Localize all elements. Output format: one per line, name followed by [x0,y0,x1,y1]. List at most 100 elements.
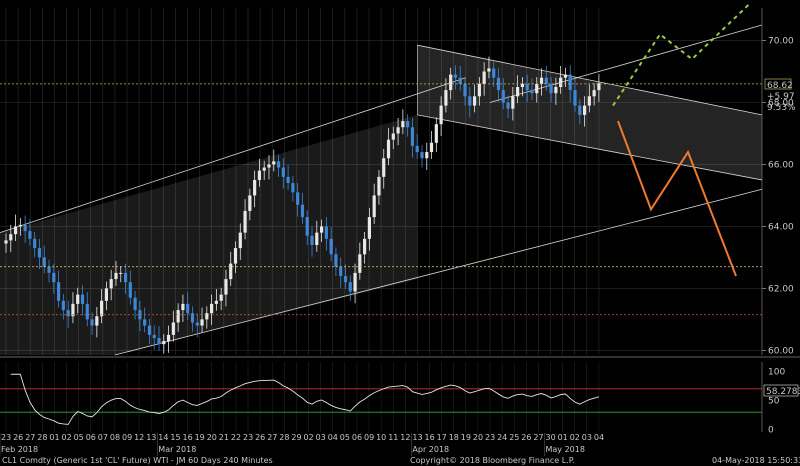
candle-body [549,83,553,94]
candle-body [28,231,32,239]
rsi-panel: 0 50 100 [0,356,800,436]
candle-body [348,282,352,292]
candle-body [281,167,285,177]
candle-body [592,90,596,97]
candle-body [582,105,587,115]
candle-body [324,226,328,239]
candle-body [429,142,434,153]
candle-body [449,74,453,91]
date-tick-label: 27 [533,433,543,442]
date-tick-label: 19 [195,433,205,442]
candle-body [90,319,94,326]
bullish-scenario-path [612,2,751,107]
scenario-paths [612,2,751,277]
candle-body [61,300,65,311]
candle-body [224,279,228,295]
candle-body [52,272,56,283]
candle-body [492,68,496,78]
rsi-last-label: 58.2783 [766,387,800,397]
date-tick-label: 06 [352,433,362,442]
candle-body [296,192,300,205]
candle-body [214,300,218,304]
date-tick-label: 15 [170,433,180,442]
candle-body [119,272,123,274]
date-tick-label: 30 [546,433,556,442]
price-tick-label: 68.00 [768,98,794,108]
date-tick-label: 25 [509,433,519,442]
candles [4,56,601,354]
date-tick-label: 09 [364,433,374,442]
candle-body [530,90,534,94]
date-tick-label: 16 [183,433,193,442]
date-tick-label: 05 [74,433,84,442]
candle-body [468,96,472,106]
candle-body [291,183,295,193]
candle-body [66,310,70,317]
date-tick-label: 23 [243,433,253,442]
date-tick-label: 18 [449,433,459,442]
candle-body [458,77,462,84]
candle-body [4,240,8,244]
date-tick-label: 29 [291,433,301,442]
timestamp: 04-May-2018 15:50:33 [712,456,800,465]
candle-body [200,319,204,326]
date-tick-label: 03 [582,433,592,442]
month-label: May 2018 [546,445,585,454]
date-tick-label: 21 [219,433,229,442]
date-tick-label: 13 [412,433,422,442]
candle-body [472,96,477,106]
candle-body [401,121,405,128]
date-tick-label: 24 [497,433,507,442]
date-tick-label: 27 [267,433,277,442]
candle-body [425,152,429,159]
date-tick-label: 07 [98,433,108,442]
lower-channel-fill [0,114,418,355]
date-tick-label: 23 [1,433,11,442]
date-tick-label: 13 [146,433,156,442]
channel-line [114,188,763,356]
date-tick-label: 02 [62,433,72,442]
candle-body [104,288,109,301]
candle-body [276,161,281,168]
candle-body [496,77,501,91]
instrument-label: CL1 Comdty (Generic 1st 'CL' Future) WTI… [2,456,273,465]
candle-body [138,310,142,320]
candle-body [453,74,458,78]
candle-body [501,90,505,103]
rsi-tick-label: 0 [768,426,774,436]
candle-body [162,341,166,345]
candle-body [310,235,314,246]
candle-body [511,96,515,109]
candle-body [343,275,348,283]
candle-body [406,121,410,128]
date-tick-label: 17 [437,433,447,442]
candle-body [382,158,386,177]
candle-body [238,232,242,249]
candle-body [578,105,582,115]
change-label: +5.97 [767,92,795,102]
date-tick-label: 26 [255,433,265,442]
candle-body [243,210,247,233]
candle-body [286,176,290,184]
date-tick-label: 28 [279,433,289,442]
candle-body [363,238,367,255]
candle-body [80,294,85,304]
candle-body [487,68,491,72]
copyright: Copyright© 2018 Bloomberg Finance L.P. [410,456,575,465]
candle-body [171,322,175,335]
candle-body [391,133,395,140]
candle-body [147,325,152,335]
date-tick-label: 08 [110,433,120,442]
candle-body [482,71,486,84]
rsi-tick-label: 50 [768,397,780,407]
date-tick-label: 12 [400,433,410,442]
channel-line [0,77,466,234]
candle-body [372,195,376,218]
candle-body [477,83,481,97]
date-tick-label: 05 [340,433,350,442]
price-tick-label: 60.00 [768,346,794,356]
candle-body [109,279,113,289]
candle-body [410,127,415,146]
